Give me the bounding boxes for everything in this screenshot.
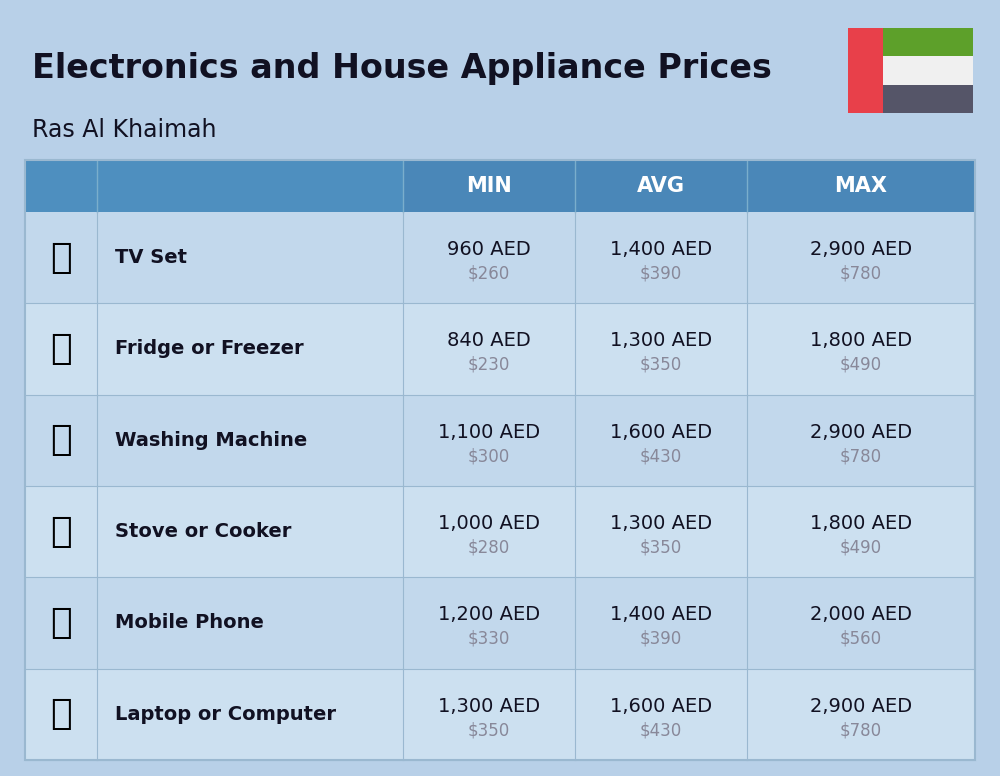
Text: Ras Al Khaimah: Ras Al Khaimah: [32, 118, 216, 142]
Text: Electronics and House Appliance Prices: Electronics and House Appliance Prices: [32, 52, 772, 85]
Text: $350: $350: [640, 539, 682, 556]
Text: 1,000 AED: 1,000 AED: [438, 514, 540, 533]
Bar: [25, 486, 975, 577]
Text: Washing Machine: Washing Machine: [115, 431, 307, 450]
Text: $490: $490: [840, 539, 882, 556]
Text: 840 AED: 840 AED: [447, 331, 531, 351]
Text: $560: $560: [840, 630, 882, 648]
Text: $430: $430: [640, 722, 682, 740]
Text: TV Set: TV Set: [115, 248, 187, 267]
Text: 1,800 AED: 1,800 AED: [810, 331, 912, 351]
Text: MAX: MAX: [834, 176, 888, 196]
Text: 2,000 AED: 2,000 AED: [810, 605, 912, 625]
Bar: [25, 303, 975, 395]
Text: $780: $780: [840, 722, 882, 740]
Text: AVG: AVG: [637, 176, 685, 196]
Text: Mobile Phone: Mobile Phone: [115, 614, 264, 632]
Text: 1,600 AED: 1,600 AED: [610, 697, 712, 715]
Text: $350: $350: [640, 356, 682, 374]
Text: 📱: 📱: [50, 606, 72, 640]
Text: $430: $430: [640, 447, 682, 466]
Bar: [25, 160, 975, 760]
Text: 1,400 AED: 1,400 AED: [610, 240, 712, 259]
Bar: [883, 85, 973, 113]
Text: 🔥: 🔥: [50, 514, 72, 549]
Bar: [848, 28, 883, 113]
Text: 🍮: 🍮: [50, 332, 72, 366]
Text: 1,400 AED: 1,400 AED: [610, 605, 712, 625]
Text: Stove or Cooker: Stove or Cooker: [115, 522, 291, 541]
Bar: [25, 212, 975, 303]
Text: 960 AED: 960 AED: [447, 240, 531, 259]
Text: $230: $230: [468, 356, 510, 374]
Text: Fridge or Freezer: Fridge or Freezer: [115, 340, 304, 359]
Text: 1,300 AED: 1,300 AED: [438, 697, 540, 715]
Text: 1,200 AED: 1,200 AED: [438, 605, 540, 625]
Bar: [747, 160, 975, 212]
Bar: [403, 160, 575, 212]
Bar: [25, 395, 975, 486]
Text: 1,300 AED: 1,300 AED: [610, 331, 712, 351]
Text: 2,900 AED: 2,900 AED: [810, 240, 912, 259]
Text: $300: $300: [468, 447, 510, 466]
Text: 📺: 📺: [50, 241, 72, 275]
Text: 2,900 AED: 2,900 AED: [810, 697, 912, 715]
Text: MIN: MIN: [466, 176, 512, 196]
Text: $780: $780: [840, 447, 882, 466]
Bar: [575, 160, 747, 212]
Text: $390: $390: [640, 265, 682, 282]
Text: $390: $390: [640, 630, 682, 648]
Text: 1,300 AED: 1,300 AED: [610, 514, 712, 533]
Bar: [883, 57, 973, 85]
Bar: [883, 28, 973, 57]
Text: 2,900 AED: 2,900 AED: [810, 423, 912, 442]
Text: $490: $490: [840, 356, 882, 374]
Text: 1,800 AED: 1,800 AED: [810, 514, 912, 533]
Bar: [25, 160, 97, 212]
Text: Laptop or Computer: Laptop or Computer: [115, 705, 336, 724]
Text: 1,100 AED: 1,100 AED: [438, 423, 540, 442]
Bar: [25, 669, 975, 760]
Text: 1,600 AED: 1,600 AED: [610, 423, 712, 442]
Text: $260: $260: [468, 265, 510, 282]
Text: $280: $280: [468, 539, 510, 556]
Bar: [25, 577, 975, 669]
Text: 🧺: 🧺: [50, 424, 72, 457]
Bar: [97, 160, 403, 212]
Text: $350: $350: [468, 722, 510, 740]
Text: $330: $330: [468, 630, 510, 648]
Text: $780: $780: [840, 265, 882, 282]
Text: 💻: 💻: [50, 698, 72, 731]
